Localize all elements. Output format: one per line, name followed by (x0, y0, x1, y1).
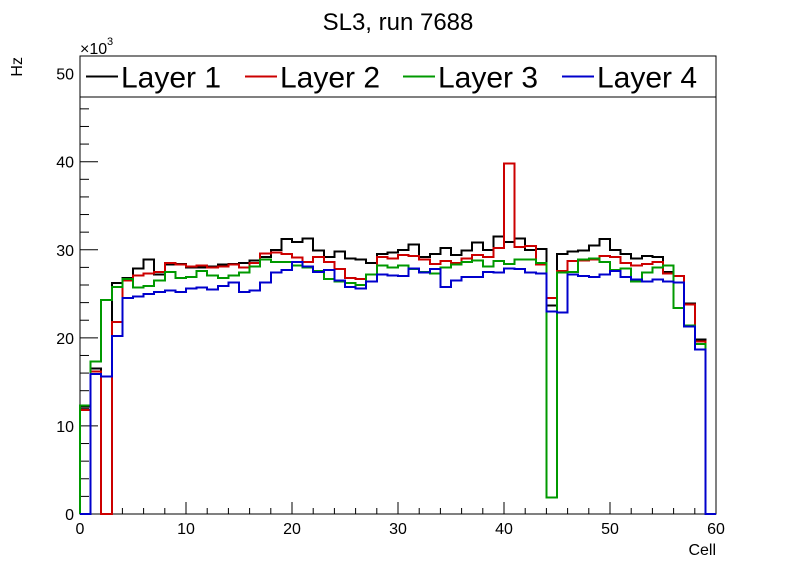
x-tick-label: 30 (389, 521, 407, 538)
y-multiplier: ×10 3 (80, 36, 113, 58)
y-tick-label: 50 (56, 67, 74, 84)
legend-label: Layer 3 (438, 62, 538, 95)
legend-box (79, 55, 717, 98)
x-tick-label: 0 (76, 521, 85, 538)
x-tick-label: 10 (177, 521, 195, 538)
x-tick-label: 40 (495, 521, 513, 538)
legend-entry-layer-2: Layer 2 (245, 62, 380, 95)
y-tick-label: 10 (56, 419, 74, 436)
series-layer-3-line (79, 257, 716, 515)
x-axis-label: Cell (688, 542, 716, 559)
y-multiplier-exponent: 3 (107, 36, 113, 48)
y-tick-label: 0 (65, 507, 74, 524)
legend-entry-layer-4: Layer 4 (562, 62, 697, 95)
legend-entry-layer-1: Layer 1 (86, 62, 221, 95)
legend-entry-layer-3: Layer 3 (403, 62, 538, 95)
legend-label: Layer 2 (280, 62, 380, 95)
x-tick-label: 60 (707, 521, 725, 538)
chart-title: SL3, run 7688 (323, 9, 474, 36)
x-tick-label: 50 (601, 521, 619, 538)
legend-label: Layer 1 (121, 62, 221, 95)
series-layer-2-line (79, 162, 716, 515)
y-multiplier-base: ×10 (80, 41, 107, 58)
legend: Layer 1 Layer 2 Layer 3 Layer 4 (79, 55, 717, 98)
y-tick-label: 20 (56, 331, 74, 348)
y-axis-label: Hz (9, 57, 26, 77)
plot-area: 0 10 20 30 40 50 60 0 10 20 30 40 50 (56, 55, 725, 538)
x-tick-label: 20 (283, 521, 301, 538)
legend-label: Layer 4 (597, 62, 697, 95)
y-tick-label: 30 (56, 243, 74, 260)
y-tick-label: 40 (56, 155, 74, 172)
series-layer-4-line (80, 261, 716, 515)
